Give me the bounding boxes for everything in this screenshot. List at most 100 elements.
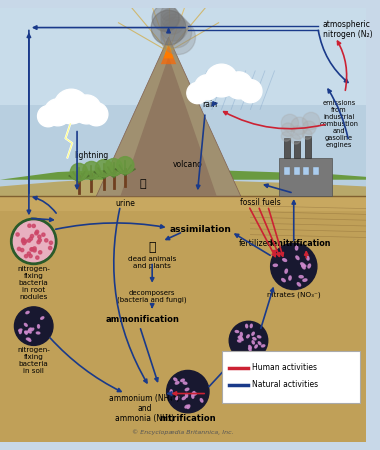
Ellipse shape	[257, 336, 261, 338]
Ellipse shape	[31, 328, 34, 331]
Text: nitrogen-
fixing
bacteria
in soil: nitrogen- fixing bacteria in soil	[17, 347, 50, 374]
Text: atmospheric
nitrogen (N₂): atmospheric nitrogen (N₂)	[323, 20, 372, 39]
Circle shape	[49, 246, 52, 250]
Text: assimilation: assimilation	[169, 225, 231, 234]
Text: emissions
from
industrial
combustion
and
gasoline
engines: emissions from industrial combustion and…	[320, 100, 358, 148]
Ellipse shape	[174, 378, 177, 381]
Ellipse shape	[192, 392, 195, 395]
Ellipse shape	[253, 338, 256, 340]
Circle shape	[42, 233, 45, 236]
Ellipse shape	[297, 283, 301, 286]
Ellipse shape	[200, 399, 203, 402]
Circle shape	[205, 64, 238, 97]
Circle shape	[22, 238, 25, 241]
Bar	[0, 8, 366, 104]
Ellipse shape	[296, 246, 298, 250]
Circle shape	[302, 130, 312, 140]
Ellipse shape	[25, 331, 28, 333]
Ellipse shape	[183, 382, 187, 384]
Circle shape	[17, 248, 21, 251]
Ellipse shape	[246, 324, 248, 328]
Ellipse shape	[302, 266, 305, 269]
Ellipse shape	[19, 329, 22, 331]
Ellipse shape	[302, 265, 306, 267]
Circle shape	[161, 17, 192, 48]
Circle shape	[105, 158, 122, 176]
Ellipse shape	[258, 342, 261, 345]
Ellipse shape	[255, 345, 257, 348]
Ellipse shape	[175, 382, 179, 384]
Ellipse shape	[235, 331, 239, 333]
Ellipse shape	[308, 264, 310, 268]
Ellipse shape	[38, 325, 40, 328]
Circle shape	[31, 248, 34, 251]
Text: lightning: lightning	[74, 151, 109, 160]
Ellipse shape	[238, 336, 242, 338]
Ellipse shape	[25, 331, 27, 334]
Bar	[284, 138, 290, 158]
Circle shape	[271, 243, 317, 289]
Circle shape	[44, 99, 71, 126]
Text: © Encyclopædia Britannica, Inc.: © Encyclopædia Britannica, Inc.	[132, 429, 234, 435]
Bar	[294, 167, 299, 175]
Circle shape	[161, 20, 195, 54]
Circle shape	[29, 254, 32, 258]
Circle shape	[229, 321, 268, 360]
Ellipse shape	[185, 393, 188, 397]
Circle shape	[281, 114, 299, 131]
Circle shape	[291, 126, 304, 140]
Text: Human activities: Human activities	[252, 363, 317, 372]
Text: ammonification: ammonification	[106, 315, 179, 324]
Circle shape	[161, 11, 184, 34]
Ellipse shape	[303, 279, 307, 281]
Ellipse shape	[182, 397, 186, 400]
Ellipse shape	[28, 330, 31, 333]
Ellipse shape	[301, 263, 304, 266]
Circle shape	[38, 251, 42, 254]
Circle shape	[45, 239, 48, 242]
Text: fossil fuels: fossil fuels	[240, 198, 280, 207]
Ellipse shape	[289, 276, 291, 280]
Circle shape	[187, 82, 208, 104]
Text: fertilizer: fertilizer	[239, 239, 272, 248]
Circle shape	[27, 239, 31, 242]
Text: 🦌: 🦌	[139, 180, 146, 189]
Circle shape	[21, 248, 24, 252]
Ellipse shape	[283, 259, 287, 261]
Bar	[0, 8, 366, 211]
Polygon shape	[0, 177, 366, 211]
Ellipse shape	[28, 328, 32, 331]
Bar	[305, 136, 311, 158]
Circle shape	[14, 307, 53, 346]
Circle shape	[54, 89, 89, 124]
Text: denitrification: denitrification	[266, 239, 331, 248]
Circle shape	[13, 221, 54, 262]
Bar	[0, 196, 366, 442]
Ellipse shape	[240, 337, 242, 339]
Circle shape	[27, 252, 30, 255]
Bar	[303, 167, 309, 175]
Ellipse shape	[193, 393, 196, 395]
Text: ammonium (NH₄⁺)
and
ammonia (NH₃): ammonium (NH₄⁺) and ammonia (NH₃)	[109, 394, 180, 423]
Circle shape	[281, 131, 291, 141]
Circle shape	[16, 233, 19, 236]
Circle shape	[24, 240, 27, 243]
Polygon shape	[120, 56, 217, 196]
Ellipse shape	[170, 390, 172, 394]
Circle shape	[281, 123, 295, 136]
Ellipse shape	[285, 269, 287, 273]
Circle shape	[85, 103, 108, 126]
Circle shape	[166, 370, 209, 413]
Polygon shape	[164, 42, 173, 58]
Ellipse shape	[26, 311, 29, 314]
Ellipse shape	[36, 332, 40, 334]
Text: dead animals
and plants: dead animals and plants	[128, 256, 176, 269]
Ellipse shape	[307, 256, 309, 260]
Text: urine: urine	[115, 199, 135, 208]
Circle shape	[72, 95, 101, 124]
Text: decomposers
(bacteria and fungi): decomposers (bacteria and fungi)	[117, 289, 187, 303]
Circle shape	[11, 218, 57, 265]
Circle shape	[291, 117, 308, 135]
Ellipse shape	[192, 394, 194, 398]
Ellipse shape	[250, 324, 252, 328]
